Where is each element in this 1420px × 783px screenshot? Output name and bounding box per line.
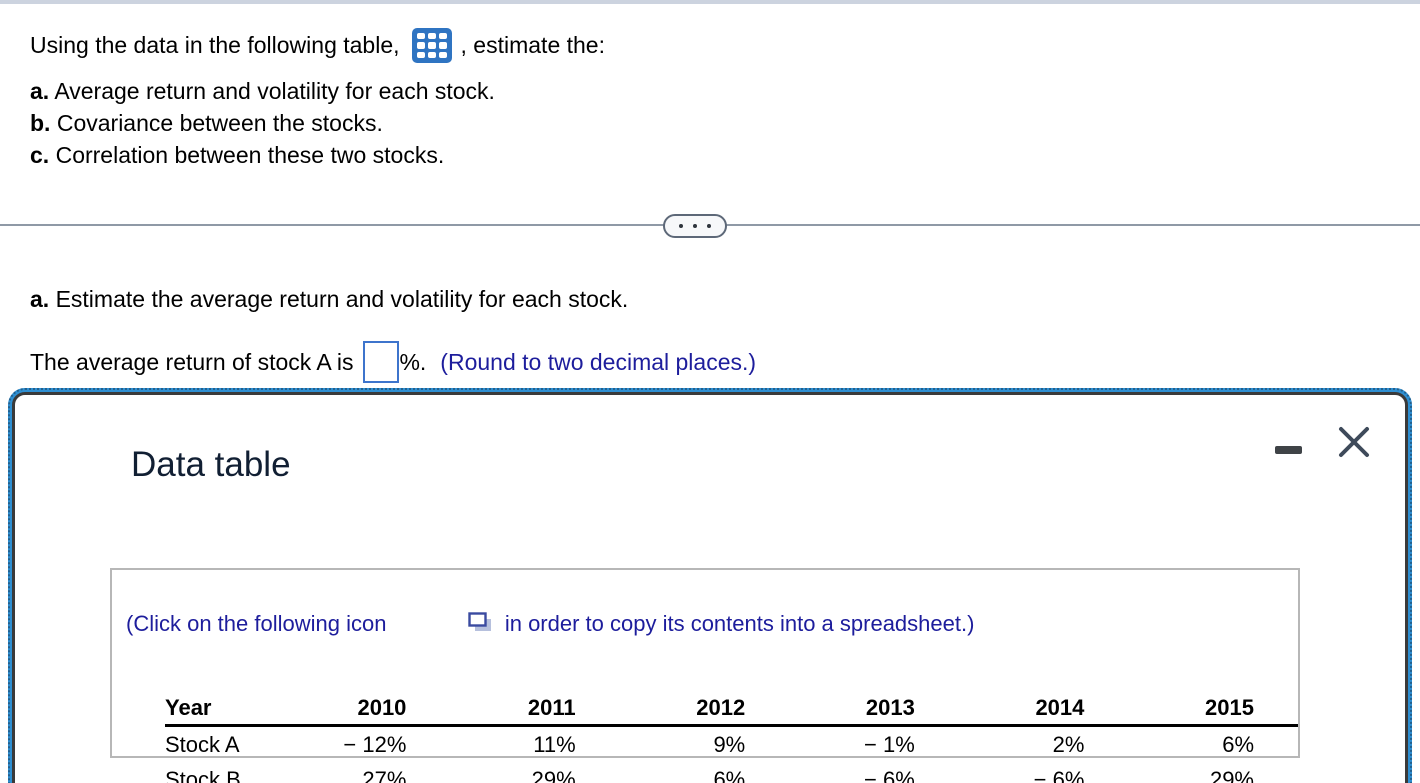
section-a-heading: a. Estimate the average return and volat… xyxy=(30,286,628,313)
stock-b-2010: 27% xyxy=(280,762,451,783)
col-header-2013: 2013 xyxy=(789,692,959,727)
col-header-year: Year xyxy=(165,692,281,727)
intro-text-before: Using the data in the following table, xyxy=(30,32,400,58)
section-a-label: a. xyxy=(30,286,50,312)
dialog-body: Data table (Click on the following icon xyxy=(12,392,1408,783)
close-button[interactable] xyxy=(1335,423,1373,461)
stock-a-2013: − 1% xyxy=(864,731,915,757)
part-b-label: b. xyxy=(30,110,51,136)
col-header-2011: 2011 xyxy=(450,692,620,727)
part-c-label: c. xyxy=(30,142,50,168)
stock-b-2014: − 6% xyxy=(958,762,1129,783)
table-header-row: Year 2010 2011 2012 2013 2014 2015 xyxy=(165,692,1298,727)
top-border-band xyxy=(0,0,1420,4)
part-b: b. Covariance between the stocks. xyxy=(30,107,495,139)
section-a-text: Estimate the average return and volatili… xyxy=(55,286,629,312)
answer-prefix: The average return of stock A is xyxy=(30,348,354,375)
table-grid-cells xyxy=(416,33,447,58)
data-table-icon[interactable] xyxy=(411,28,452,63)
part-c-text: Correlation between these two stocks. xyxy=(55,142,445,168)
rounding-hint: (Round to two decimal places.) xyxy=(440,348,757,375)
dialog-title: Data table xyxy=(131,445,291,484)
table-row-stock-b: Stock B 27% 29% 6% − 6% − 6% 29% xyxy=(165,762,1298,783)
stock-b-label: Stock B xyxy=(165,762,281,783)
stock-b-2015: 29% xyxy=(1128,762,1298,783)
stock-a-2010: − 12% xyxy=(343,731,407,757)
question-intro: Using the data in the following table, ,… xyxy=(30,28,605,63)
three-dots-icon xyxy=(679,224,683,228)
minimize-button[interactable] xyxy=(1273,440,1303,460)
question-parts: a. Average return and volatility for eac… xyxy=(30,75,495,171)
copy-instruction-before: (Click on the following icon xyxy=(126,611,387,636)
data-table-dialog: Data table (Click on the following icon xyxy=(8,388,1412,783)
copy-instruction-after: in order to copy its contents into a spr… xyxy=(504,611,975,636)
col-header-2014: 2014 xyxy=(958,692,1129,727)
stock-b-2011: 29% xyxy=(450,762,620,783)
stock-b-2012: 6% xyxy=(619,762,790,783)
stock-a-label: Stock A xyxy=(165,731,240,757)
part-a: a. Average return and volatility for eac… xyxy=(30,75,495,107)
minimize-dash-icon xyxy=(1274,446,1302,454)
part-b-text: Covariance between the stocks. xyxy=(56,110,383,136)
table-row-stock-a: Stock A − 12% 11% 9% − 1% 2% 6% xyxy=(165,726,1298,763)
copy-instruction: (Click on the following icon in order to… xyxy=(126,582,1298,666)
stock-a-2014: 2% xyxy=(1052,731,1085,757)
answer-suffix: %. xyxy=(399,348,427,375)
stock-a-2011: 11% xyxy=(533,731,576,757)
part-c: c. Correlation between these two stocks. xyxy=(30,139,495,171)
col-header-2012: 2012 xyxy=(619,692,790,727)
expand-collapse-button[interactable] xyxy=(663,214,727,238)
close-x-icon xyxy=(1339,427,1369,457)
intro-text-after: , estimate the: xyxy=(460,32,605,58)
copy-to-spreadsheet-icon[interactable] xyxy=(394,586,492,666)
part-a-text: Average return and volatility for each s… xyxy=(54,78,495,104)
part-a-label: a. xyxy=(30,78,50,104)
stock-a-2012: 9% xyxy=(713,731,746,757)
answer-line: The average return of stock A is %. (Rou… xyxy=(30,341,756,383)
stock-returns-table: Year 2010 2011 2012 2013 2014 2015 Stock… xyxy=(165,692,1298,783)
average-return-input[interactable] xyxy=(363,341,400,383)
stock-b-2013: − 6% xyxy=(789,762,959,783)
stock-a-2015: 6% xyxy=(1222,731,1254,757)
col-header-2015: 2015 xyxy=(1128,692,1298,727)
section-divider xyxy=(0,214,1420,238)
table-container-box: (Click on the following icon in order to… xyxy=(110,568,1300,783)
col-header-2010: 2010 xyxy=(280,692,451,727)
